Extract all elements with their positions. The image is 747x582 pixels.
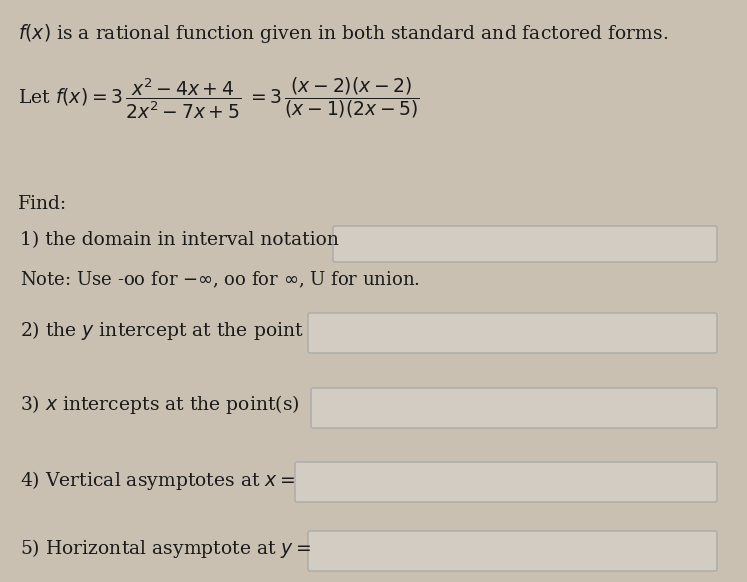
Text: 1) the domain in interval notation: 1) the domain in interval notation xyxy=(20,231,339,249)
Text: Note: Use -oo for $-\infty$, oo for $\infty$, U for union.: Note: Use -oo for $-\infty$, oo for $\in… xyxy=(20,270,420,290)
Text: $f(x)$ is a rational function given in both standard and factored forms.: $f(x)$ is a rational function given in b… xyxy=(18,22,668,45)
FancyBboxPatch shape xyxy=(308,313,717,353)
Text: 2) the $y$ intercept at the point: 2) the $y$ intercept at the point xyxy=(20,318,304,342)
FancyBboxPatch shape xyxy=(333,226,717,262)
Text: Find:: Find: xyxy=(18,195,67,213)
Text: 3) $x$ intercepts at the point(s): 3) $x$ intercepts at the point(s) xyxy=(20,393,300,417)
FancyBboxPatch shape xyxy=(308,531,717,571)
FancyBboxPatch shape xyxy=(311,388,717,428)
FancyBboxPatch shape xyxy=(295,462,717,502)
Text: 5) Horizontal asymptote at $y =$: 5) Horizontal asymptote at $y =$ xyxy=(20,537,311,559)
Text: 4) Vertical asymptotes at $x =$: 4) Vertical asymptotes at $x =$ xyxy=(20,469,295,492)
Text: Let $f(x)=3\,\dfrac{x^2-4x+4}{2x^2-7x+5}\;=3\,\dfrac{(x-2)(x-2)}{(x-1)(2x-5)}$: Let $f(x)=3\,\dfrac{x^2-4x+4}{2x^2-7x+5}… xyxy=(18,75,420,120)
